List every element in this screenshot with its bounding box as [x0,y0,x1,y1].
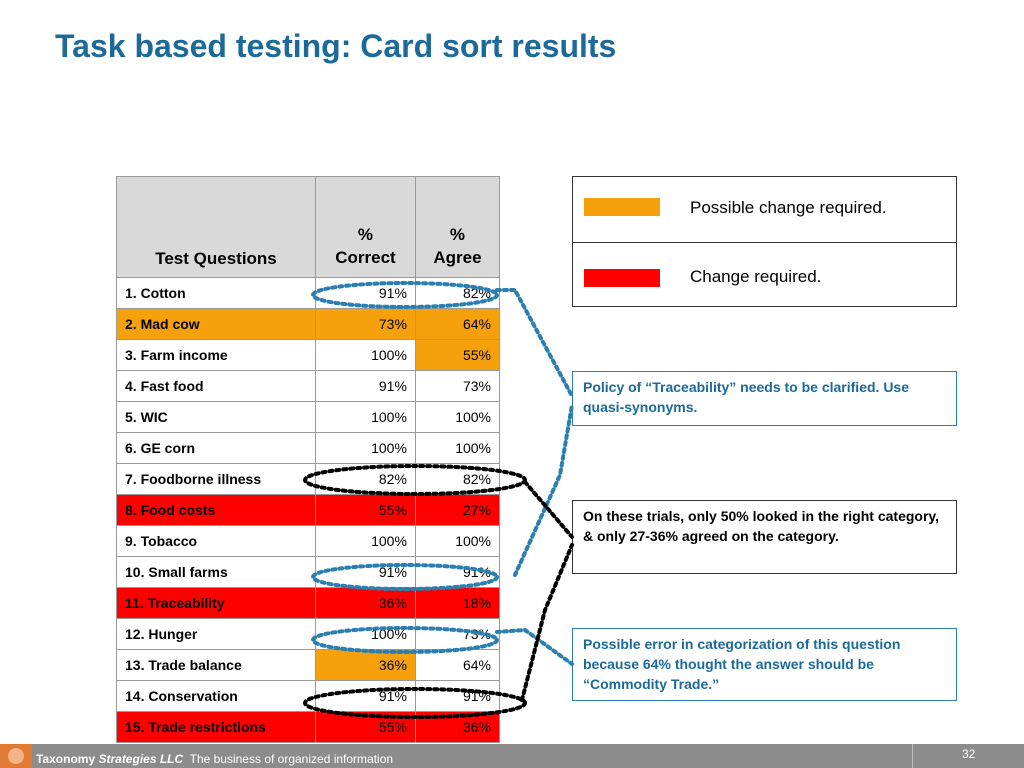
percent-agree-cell: 64% [414,649,501,681]
header-percent-correct-line1: % [357,225,374,244]
red-swatch [584,269,660,287]
header-percent-agree-line1: % [449,225,466,244]
highlight-ellipse-trade-restrictions [303,687,527,719]
legend-possible-change: Possible change required. [573,177,956,242]
question-cell: 8. Food costs [116,494,316,526]
footer-divider [912,744,913,768]
color-legend: Possible change required. Change require… [572,176,957,307]
question-cell: 12. Hunger [116,618,316,650]
footer-company-name-italic: Strategies LLC [98,752,184,766]
percent-correct-cell: 91% [315,680,416,712]
question-cell: 4. Fast food [116,370,316,402]
card-sort-results-table: Test Questions % Correct % Agree 1. Cotton… [116,176,501,743]
table-row: 8. Food costs 55% 27% [116,494,501,526]
logo-mark [8,748,24,764]
slide-title: Task based testing: Card sort results [55,28,617,64]
legend-possible-change-label: Possible change required. [690,198,887,217]
categorization-error-note: Possible error in categorization of this… [572,628,957,701]
percent-agree-cell: 100% [414,525,501,557]
page-number: 32 [962,747,976,761]
footer-tagline: The business of organized information [189,752,394,766]
table-row: 14. Conservation 91% 91% [116,680,501,712]
percent-correct-cell: 100% [315,339,416,371]
table-row: 5. WIC 100% 100% [116,401,501,433]
slide-footer: Taxonomy Strategies LLC The business of … [0,744,1024,768]
question-cell: 6. GE corn [116,432,316,464]
table-row: 13. Trade balance 36% 64% [116,649,501,681]
highlight-ellipse-trade-balance [311,626,499,654]
table-row: 2. Mad cow 73% 64% [116,308,501,340]
header-percent-correct-line2: Correct [335,248,396,267]
percent-agree-cell: 64% [414,308,501,340]
percent-correct-cell: 100% [315,401,416,433]
header-percent-agree-line2: Agree [433,248,482,267]
legend-change-required: Change required. [573,242,956,308]
percent-correct-cell: 36% [315,649,416,681]
percent-agree-cell: 100% [414,401,501,433]
question-cell: 3. Farm income [116,339,316,371]
question-cell: 5. WIC [116,401,316,433]
connector-trade-restrictions-to-trials-note [520,543,574,702]
orange-swatch [584,198,660,216]
table-row: 11. Traceability 36% 18% [116,587,501,619]
table-body: 1. Cotton 91% 82% 2. Mad cow 73% 64% 3. Farm i… [116,277,501,743]
connector-food-costs-to-trials-note [523,480,574,539]
header-percent-agree: % Agree [414,176,501,278]
percent-agree-cell: 55% [414,339,501,371]
connector-traceability-to-traceability-note [513,403,574,577]
highlight-ellipse-traceability [311,563,499,591]
question-cell: 1. Cotton [116,277,316,309]
table-row: 3. Farm income 100% 55% [116,339,501,371]
question-cell: 11. Traceability [116,587,316,619]
legend-change-required-label: Change required. [690,267,822,286]
percent-agree-cell: 27% [414,494,501,526]
question-cell: 10. Small farms [116,556,316,588]
percent-agree-cell: 100% [414,432,501,464]
header-percent-correct: % Correct [315,176,416,278]
header-test-questions: Test Questions [116,176,316,278]
connector-mad-cow-to-traceability-note [495,288,574,398]
traceability-note: Policy of “Traceability” needs to be cla… [572,371,957,426]
percent-correct-cell: 36% [315,587,416,619]
footer-company-text: Taxonomy Strategies LLC The business of … [36,752,393,766]
trials-note: On these trials, only 50% looked in the … [572,500,957,574]
connector-trade-balance-to-error-note [495,627,574,666]
question-cell: 15. Trade restrictions [116,711,316,743]
table-row: 4. Fast food 91% 73% [116,370,501,402]
highlight-ellipse-mad-cow [311,281,499,309]
question-cell: 14. Conservation [116,680,316,712]
highlight-ellipse-food-costs [303,464,527,496]
table-header-row: Test Questions % Correct % Agree [116,176,501,278]
footer-company-name: Taxonomy [36,752,96,766]
question-cell: 9. Tobacco [116,525,316,557]
percent-correct-cell: 91% [315,370,416,402]
percent-correct-cell: 55% [315,494,416,526]
question-cell: 2. Mad cow [116,308,316,340]
question-cell: 13. Trade balance [116,649,316,681]
table-row: 9. Tobacco 100% 100% [116,525,501,557]
company-logo-icon [0,744,32,768]
